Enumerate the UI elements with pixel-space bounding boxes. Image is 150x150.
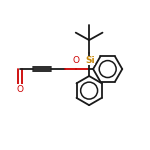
Text: O: O [72, 56, 79, 65]
Text: Si: Si [85, 56, 95, 65]
Text: O: O [16, 85, 24, 94]
